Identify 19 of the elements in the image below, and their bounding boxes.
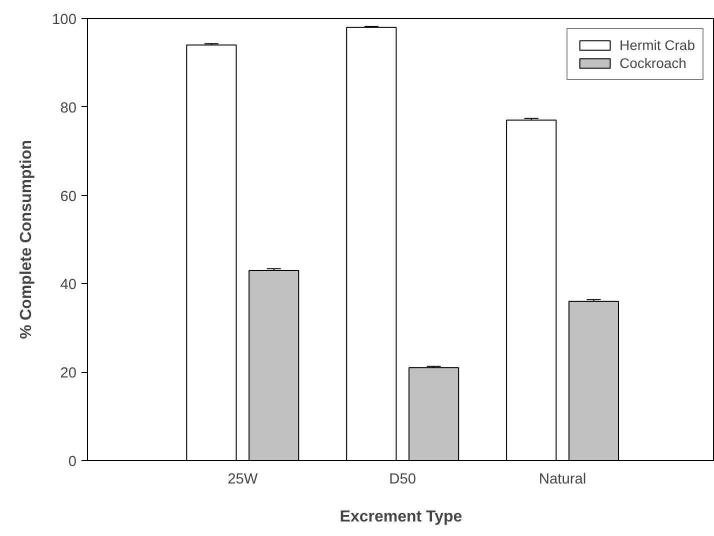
- legend-label: Hermit Crab: [620, 37, 695, 53]
- bar: [506, 120, 557, 460]
- x-tick-label: 25W: [228, 472, 258, 488]
- y-tick-label: 60: [60, 188, 77, 205]
- x-tick-label: Natural: [538, 472, 586, 488]
- bar: [248, 270, 300, 460]
- y-tick-label: 0: [68, 454, 77, 470]
- y-tick-label: 100: [52, 12, 77, 28]
- bar: [568, 300, 620, 460]
- x-axis-title: Excrement Type: [340, 508, 462, 526]
- y-tick-label: 40: [60, 277, 77, 294]
- bar: [408, 367, 460, 460]
- bar: [186, 44, 237, 460]
- y-tick-label: 20: [60, 366, 77, 382]
- y-axis-title: % Complete Consumption: [18, 140, 36, 340]
- legend-label: Cockroach: [620, 55, 686, 71]
- x-tick-label: D50: [389, 472, 416, 488]
- bar: [346, 26, 397, 460]
- y-tick-label: 80: [60, 100, 77, 116]
